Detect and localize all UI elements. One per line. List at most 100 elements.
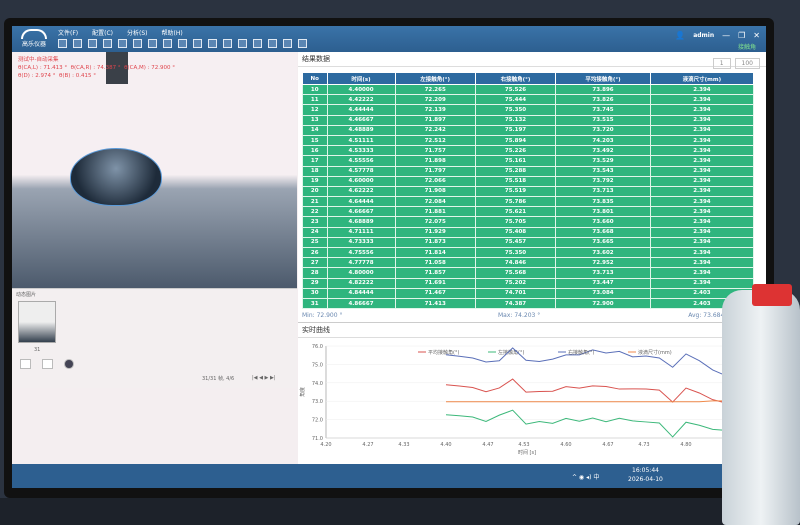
table-cell: 16 [302,145,328,157]
table-row[interactable]: 29 4.82222 71.691 75.202 73.447 2.394 [302,277,755,289]
readout-left-angle: θ(CA,L) : 71.413 ° [18,65,68,71]
tool-icon[interactable] [268,39,277,48]
tool-icon[interactable] [73,39,82,48]
close-button[interactable]: ✕ [753,31,760,40]
table-row[interactable]: 25 4.73333 71.873 75.457 73.665 2.394 [302,236,755,249]
table-cell: 4.53333 [326,145,396,157]
page-to-select[interactable]: 100 [734,58,760,69]
minimize-button[interactable]: — [722,31,731,40]
table-row[interactable]: 10 4.40000 72.265 75.526 73.896 2.394 [302,83,755,96]
table-cell: 2.394 [649,257,755,269]
tool-icon[interactable] [118,39,127,48]
table-row[interactable]: 12 4.44444 72.139 75.350 73.745 2.394 [302,104,755,116]
table-cell: 2.394 [649,145,755,157]
table-cell: 71.797 [394,165,476,177]
table-cell: 31 [302,297,328,310]
y-tick-label: 76.0 [312,344,323,350]
play-icon[interactable] [103,39,112,48]
menu-analysis[interactable]: 分析(S) [127,30,148,37]
table-cell: 4.40000 [326,83,396,96]
table-cell: 26 [302,246,328,259]
table-cell: 30 [302,287,328,299]
thumbnail[interactable] [18,301,56,343]
table-row[interactable]: 22 4.66667 71.881 75.621 73.801 2.394 [302,206,755,218]
table-cell: 73.084 [555,287,651,299]
clock-time: 16:05:44 [632,467,659,474]
table-row[interactable]: 24 4.71111 71.929 75.408 73.668 2.394 [302,226,755,238]
table-cell: 2.394 [649,175,755,187]
table-row[interactable]: 30 4.84444 71.467 74.701 73.084 2.403 [302,287,755,299]
tool-icon[interactable] [208,39,217,48]
table-row[interactable]: 13 4.46667 71.897 75.132 73.515 2.394 [302,114,755,126]
clock-date: 2026-04-10 [628,476,663,483]
table-cell: 4.80000 [326,267,396,279]
table-cell: 71.757 [394,145,476,157]
table-row[interactable]: 17 4.55556 71.898 75.161 73.529 2.394 [302,155,755,167]
thumb-button[interactable] [20,359,32,369]
desk [0,498,800,525]
page-from-select[interactable]: 1 [712,58,731,69]
readouts: 测试中-自动采集 θ(CA,L) : 71.413 ° θ(CA,R) : 74… [18,56,175,80]
table-cell: 71.897 [394,114,476,126]
image-icon[interactable] [163,39,172,48]
username[interactable]: admin [693,32,715,39]
frame-info: 31/31 帧, 4/6 [202,376,235,382]
x-tick-label: 4.60 [560,442,571,448]
tool-icon[interactable] [283,39,292,48]
table-row[interactable]: 19 4.60000 72.066 75.518 73.792 2.394 [302,175,755,187]
gear-icon[interactable] [133,39,142,48]
tool-icon[interactable] [178,39,187,48]
chart-panel: 实时曲线 4.20 4.27 4.33 4.40 4.47 4.53 4.60 4.67 4.7… [298,322,766,464]
table-row[interactable]: 27 4.77778 71.058 74.846 72.952 2.394 [302,257,755,269]
tray-icons[interactable]: ^ ◉ ◂) 中 [572,474,600,481]
table-row[interactable]: 15 4.51111 72.512 75.894 74.203 2.394 [302,134,755,147]
table-cell: 12 [302,104,328,116]
table-cell: 72.900 [555,297,651,310]
table-row[interactable]: 11 4.42222 72.209 75.444 73.826 2.394 [302,94,755,106]
maximize-button[interactable]: ❐ [738,31,746,40]
tool-icon[interactable] [148,39,157,48]
thumb-button[interactable] [42,359,54,369]
x-tick-label: 4.40 [440,442,451,448]
table-cell: 71.908 [394,185,476,198]
menu-help[interactable]: 帮助(H) [161,30,183,37]
menu-config[interactable]: 配置(C) [92,30,114,37]
check-icon[interactable] [64,359,74,369]
frame-nav[interactable]: |◀ ◀ ▶ ▶| [252,375,276,381]
toolbar [58,39,307,48]
window-controls: 👤 admin — ❐ ✕ [675,31,760,40]
tool-icon[interactable] [88,39,97,48]
series-line-4 [445,378,727,404]
table-cell: 74.387 [474,297,557,310]
table-cell: 73.713 [555,185,651,198]
table-cell: 4.44444 [326,104,396,116]
table-row[interactable]: 16 4.53333 71.757 75.226 73.492 2.394 [302,145,755,157]
table-cell: 73.801 [555,206,651,218]
tool-icon[interactable] [298,39,307,48]
menu-file[interactable]: 文件(F) [58,30,79,37]
table-cell: 72.512 [394,134,476,147]
table-row[interactable]: 18 4.57778 71.797 75.288 73.543 2.394 [302,165,755,177]
table-row[interactable]: 23 4.68889 72.075 75.705 73.660 2.394 [302,216,755,228]
table-row[interactable]: 28 4.80000 71.857 75.568 73.713 2.394 [302,267,755,279]
table-row[interactable]: 21 4.64444 72.084 75.786 73.835 2.394 [302,196,755,208]
results-title: 结果数据 [298,52,766,67]
table-cell: 4.66667 [326,206,396,218]
tool-icon[interactable] [193,39,202,48]
table-row[interactable]: 20 4.62222 71.908 75.519 73.713 2.394 [302,185,755,198]
tool-icon[interactable] [58,39,67,48]
x-axis-label: 时间 [s] [518,449,536,456]
table-cell: 71.857 [394,267,476,279]
water-bottle [722,290,800,525]
y-tick-label: 72.0 [312,418,323,424]
table-row[interactable]: 14 4.48889 72.242 75.197 73.720 2.394 [302,124,755,136]
tool-icon[interactable] [238,39,247,48]
table-cell: 2.394 [649,83,755,96]
table-cell: 71.467 [394,287,476,299]
table-cell: 23 [302,216,328,228]
table-row[interactable]: 26 4.75556 71.814 75.350 73.602 2.394 [302,246,755,259]
table-row[interactable]: 31 4.86667 71.413 74.387 72.900 2.403 [302,297,755,310]
tool-icon[interactable] [223,39,232,48]
table-cell: 28 [302,267,328,279]
tool-icon[interactable] [253,39,262,48]
